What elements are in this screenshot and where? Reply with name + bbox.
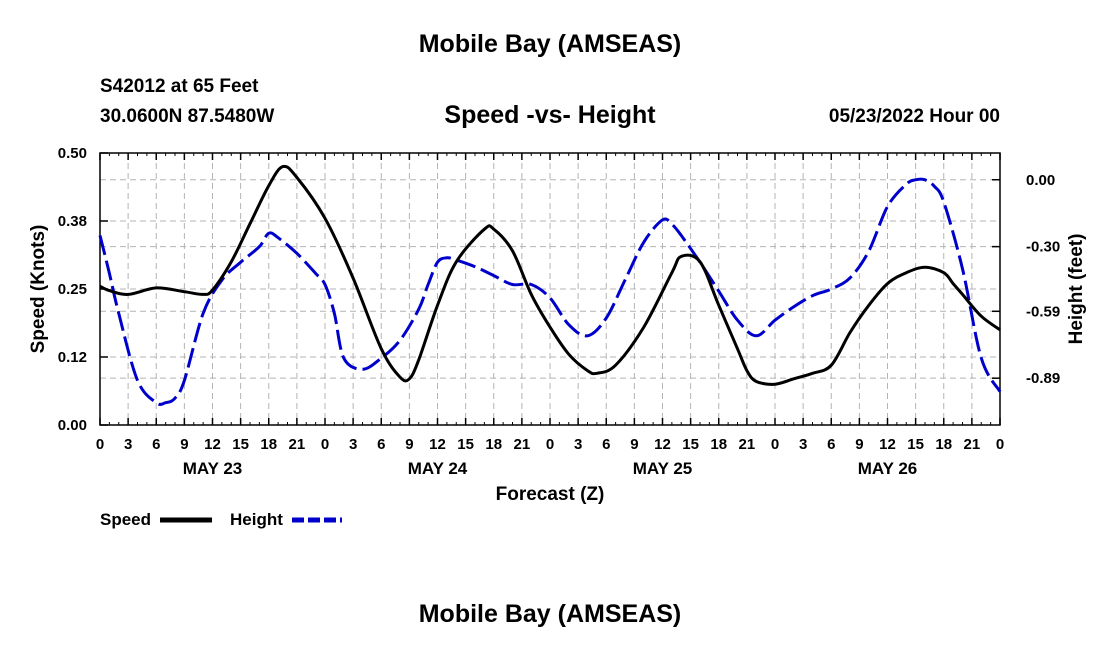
height-series-line <box>98 177 1002 406</box>
x-tick-label: 3 <box>799 436 807 453</box>
x-tick-label: 21 <box>289 436 306 453</box>
x-tick-label: 12 <box>204 436 221 453</box>
grid-lines <box>100 153 1000 425</box>
y2-axis-label: Height (feet) <box>1066 234 1087 345</box>
x-tick-label: 12 <box>879 436 896 453</box>
x-tick-label: 15 <box>457 436 474 453</box>
day-label: MAY 26 <box>858 459 918 478</box>
y-tick-label: 0.50 <box>58 145 87 162</box>
x-tick-label: 9 <box>180 436 188 453</box>
x-tick-label: 0 <box>321 436 329 453</box>
day-label: MAY 24 <box>408 459 468 478</box>
day-label: MAY 25 <box>633 459 693 478</box>
y2-tick-label: -0.30 <box>1026 239 1060 256</box>
y2-tick-label: 0.00 <box>1026 172 1055 189</box>
legend-speed-label: Speed <box>100 510 151 529</box>
x-tick-label: 0 <box>771 436 779 453</box>
x-tick-label: 21 <box>739 436 756 453</box>
x-tick-label: 12 <box>429 436 446 453</box>
y-tick-label: 0.25 <box>58 281 87 298</box>
coordinates-label: 30.0600N 87.5480W <box>100 106 275 127</box>
x-tick-label: 18 <box>935 436 952 453</box>
x-tick-label: 0 <box>996 436 1004 453</box>
x-tick-label: 6 <box>152 436 160 453</box>
axis-ticks: 0 3 6 9 12 15 18 21 0 3 6 9 12 15 18 21 0 3 6 9 12 15 18 21 0 3 6 9… <box>58 145 1060 478</box>
y-tick-label: 0.12 <box>58 349 87 366</box>
x-tick-label: 3 <box>574 436 582 453</box>
x-tick-label: 12 <box>654 436 671 453</box>
y-tick-label: 0.38 <box>58 213 87 230</box>
x-tick-label: 6 <box>602 436 610 453</box>
legend-height-label: Height <box>230 510 283 529</box>
speed-series-line <box>99 164 1001 386</box>
x-tick-label: 18 <box>485 436 502 453</box>
x-tick-label: 9 <box>405 436 413 453</box>
x-tick-label: 21 <box>514 436 531 453</box>
x-tick-label: 6 <box>377 436 385 453</box>
x-tick-label: 0 <box>546 436 554 453</box>
y2-tick-label: -0.89 <box>1026 370 1060 387</box>
y-tick-label: 0.00 <box>58 417 87 434</box>
x-tick-label: 3 <box>124 436 132 453</box>
chart-subtitle: Speed -vs- Height <box>444 101 656 129</box>
x-tick-label: 18 <box>260 436 277 453</box>
x-tick-label: 21 <box>964 436 981 453</box>
x-tick-label: 6 <box>827 436 835 453</box>
forecast-datetime: 05/23/2022 Hour 00 <box>828 106 1000 127</box>
x-tick-label: 0 <box>96 436 104 453</box>
day-label: MAY 23 <box>183 459 243 478</box>
x-tick-label: 9 <box>630 436 638 453</box>
x-tick-label: 3 <box>349 436 357 453</box>
station-label: S42012 at 65 Feet <box>100 76 259 97</box>
x-axis-label: Forecast (Z) <box>496 484 605 505</box>
y2-tick-label: -0.59 <box>1026 303 1060 320</box>
x-tick-label: 15 <box>682 436 699 453</box>
y-axis-label: Speed (Knots) <box>28 225 49 354</box>
x-tick-label: 15 <box>232 436 249 453</box>
chart-title: Mobile Bay (AMSEAS) <box>418 30 682 58</box>
x-tick-label: 9 <box>855 436 863 453</box>
footer-title: Mobile Bay (AMSEAS) <box>418 600 682 628</box>
x-tick-label: 15 <box>907 436 924 453</box>
legend: Speed Height <box>100 510 342 529</box>
series-layer <box>98 164 1002 406</box>
x-tick-label: 18 <box>710 436 727 453</box>
